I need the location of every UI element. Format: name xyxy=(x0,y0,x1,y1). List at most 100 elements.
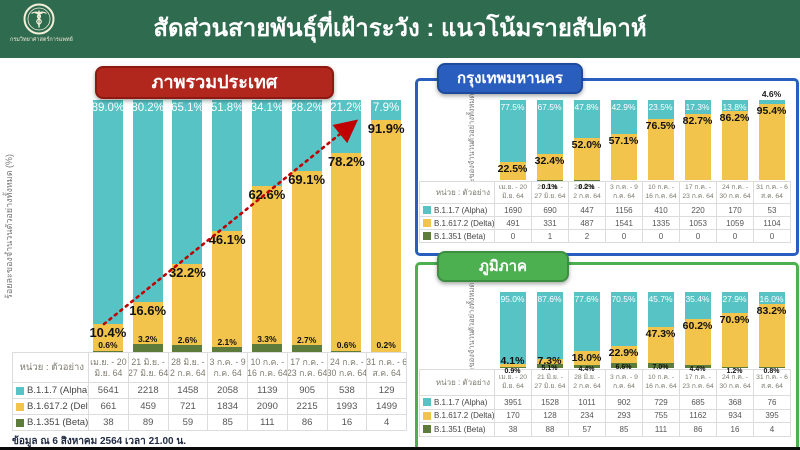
bar-column: 21.2% 78.2% 0.6% xyxy=(327,100,367,352)
legend-swatch xyxy=(16,402,24,411)
moph-logo: กรมวิทยาศาสตร์การแพทย์ xyxy=(10,2,73,56)
period-line: 16 ก.ค. 64 xyxy=(645,382,677,390)
bar-segment-alpha xyxy=(172,100,203,265)
count-cell: 1690 xyxy=(495,204,532,217)
period-line: 16 ก.ค. 64 xyxy=(248,367,288,378)
bar-column: 34.1% 62.6% 3.3% xyxy=(247,100,287,352)
bar-column: 4.6% 95.4% xyxy=(753,89,790,180)
count-cell: 487 xyxy=(569,217,606,230)
pct-label-alpha: 34.1% xyxy=(250,102,284,114)
count-cell: 1499 xyxy=(367,399,407,415)
count-cell: 53 xyxy=(754,204,791,217)
count-cell: 129 xyxy=(367,383,407,399)
bar-segment-delta xyxy=(92,324,123,351)
legend-label: B.1.1.7 (Alpha) xyxy=(434,397,488,407)
bar-segment-delta xyxy=(684,318,711,365)
pct-label-delta: 82.7% xyxy=(682,114,713,127)
period-line: 27 มิ.ย. 64 xyxy=(128,367,169,378)
count-cell: 170 xyxy=(717,204,754,217)
pct-label-delta: 22.5% xyxy=(497,163,528,175)
period-line: 10 ก.ค. - xyxy=(647,184,675,192)
bar-column: 27.9% 70.9% 1.2% xyxy=(716,292,753,375)
pct-label-alpha: 77.5% xyxy=(500,102,525,112)
logo-caption: กรมวิทยาศาสตร์การแพทย์ xyxy=(10,37,73,43)
pct-label-alpha: 47.8% xyxy=(574,102,599,112)
pct-label-beta: 0.9% xyxy=(504,368,521,376)
bangkok-title-box: กรุงเทพมหานคร xyxy=(437,63,583,94)
bar-segment-beta xyxy=(573,364,600,368)
period-line: 27 มิ.ย. 64 xyxy=(534,382,566,390)
period-header-cell: 28 มิ.ย. -2 ก.ค. 64 xyxy=(168,353,209,383)
period-header-cell: 17 ก.ค. -23 ก.ค. 64 xyxy=(680,370,717,396)
legend-swatch xyxy=(16,418,24,427)
count-cell: 2215 xyxy=(287,399,328,415)
pct-label-alpha: 87.6% xyxy=(537,294,562,304)
period-line: ก.ค. 64 xyxy=(613,382,635,390)
regions-plot: 95.0% 4.1% 0.9% 87.6% 7.3% 5.1% 77.6% 18.0% 4.4%… xyxy=(494,292,790,375)
header-bar: กรมวิทยาศาสตร์การแพทย์ สัดส่วนสายพันธุ์ท… xyxy=(0,0,800,58)
legend-swatch xyxy=(423,411,431,420)
pct-label-alpha: 13.8% xyxy=(722,102,747,112)
period-line: 30 ก.ค. 64 xyxy=(719,382,751,390)
bar-segment-alpha xyxy=(573,100,600,139)
pct-label-delta: 18.0% xyxy=(571,351,602,364)
legend-label: B.1.1.7 (Alpha) xyxy=(434,205,488,215)
count-cell: 293 xyxy=(606,409,643,423)
count-cell: 934 xyxy=(717,409,754,423)
period-line: 10 ก.ค. - xyxy=(250,356,285,367)
bar-segment-beta xyxy=(251,343,282,352)
period-line: 31 ก.ค. - 6 xyxy=(756,184,788,192)
pct-label-beta: 1.2% xyxy=(726,368,743,376)
count-cell: 1541 xyxy=(606,217,643,230)
pct-label-delta: 62.6% xyxy=(248,186,286,202)
bar-segment-alpha xyxy=(132,100,163,303)
legend-swatch xyxy=(423,425,431,434)
count-cell: 1834 xyxy=(208,399,248,415)
count-cell: 331 xyxy=(532,217,569,230)
count-cell: 2218 xyxy=(128,383,169,399)
period-line: 2 ก.ค. 64 xyxy=(573,382,601,390)
bar-segment-delta xyxy=(758,103,785,180)
pct-label-alpha: 89.0% xyxy=(91,102,125,114)
period-header-cell: 21 มิ.ย. -27 มิ.ย. 64 xyxy=(128,353,169,383)
period-line: 21 มิ.ย. - xyxy=(537,374,563,382)
bangkok-table: หน่วย : ตัวอย่าง เม.ย. - 20 มิ.ย. 64 21 มิ.… xyxy=(419,181,791,243)
count-cell: 0 xyxy=(643,230,680,243)
legend-swatch xyxy=(423,232,431,240)
period-header-cell: 31 ก.ค. - 6 ส.ค. 64 xyxy=(367,353,407,383)
period-header-cell: 28 มิ.ย. -2 ก.ค. 64 xyxy=(569,370,606,396)
bar-segment-delta xyxy=(647,118,674,180)
pct-label-delta: 86.2% xyxy=(719,112,750,125)
count-cell: 2058 xyxy=(208,383,248,399)
country-y-axis-label: ร้อยละของจำนวนตัวอย่างทั้งหมด (%) xyxy=(1,100,17,352)
country-plot: 89.0% 10.4% 0.6% 80.2% 16.6% 3.2% 65.1% 32.2% 2.… xyxy=(88,100,406,352)
bar-segment-delta xyxy=(573,350,600,365)
bar-segment-delta xyxy=(291,171,322,346)
count-cell: 1993 xyxy=(327,399,368,415)
count-cell: 85 xyxy=(208,415,248,431)
count-cell: 3951 xyxy=(495,396,532,410)
bar-segment-alpha xyxy=(499,292,526,365)
pct-label-beta: 2.1% xyxy=(217,336,237,347)
bar-segment-beta xyxy=(758,367,785,368)
period-line: 31 ก.ค. - 6 xyxy=(367,356,407,367)
bar-segment-beta xyxy=(212,346,243,352)
period-header-cell: 24 ก.ค. -30 ก.ค. 64 xyxy=(717,182,754,204)
regions-title-box: ภูมิภาค xyxy=(437,251,569,282)
bar-segment-alpha xyxy=(536,292,563,359)
pct-label-alpha: 28.2% xyxy=(290,102,323,114)
count-cell: 395 xyxy=(754,409,791,423)
count-cell: 368 xyxy=(717,396,754,410)
bar-segment-alpha xyxy=(758,292,785,305)
count-cell: 1059 xyxy=(717,217,754,230)
pct-label-beta: 0.2% xyxy=(376,340,396,350)
count-cell: 1053 xyxy=(680,217,717,230)
period-line: 28 มิ.ย. - xyxy=(574,184,600,192)
count-cell: 1139 xyxy=(248,383,288,399)
bar-segment-delta xyxy=(212,230,243,347)
legend-cell: B.1.617.2 (Delta) xyxy=(13,399,89,415)
period-line: 23 ก.ค. 64 xyxy=(682,382,714,390)
bar-segment-beta xyxy=(291,345,322,352)
pct-label-delta: 46.1% xyxy=(208,231,246,247)
pct-label-beta: 6.6% xyxy=(615,363,632,371)
